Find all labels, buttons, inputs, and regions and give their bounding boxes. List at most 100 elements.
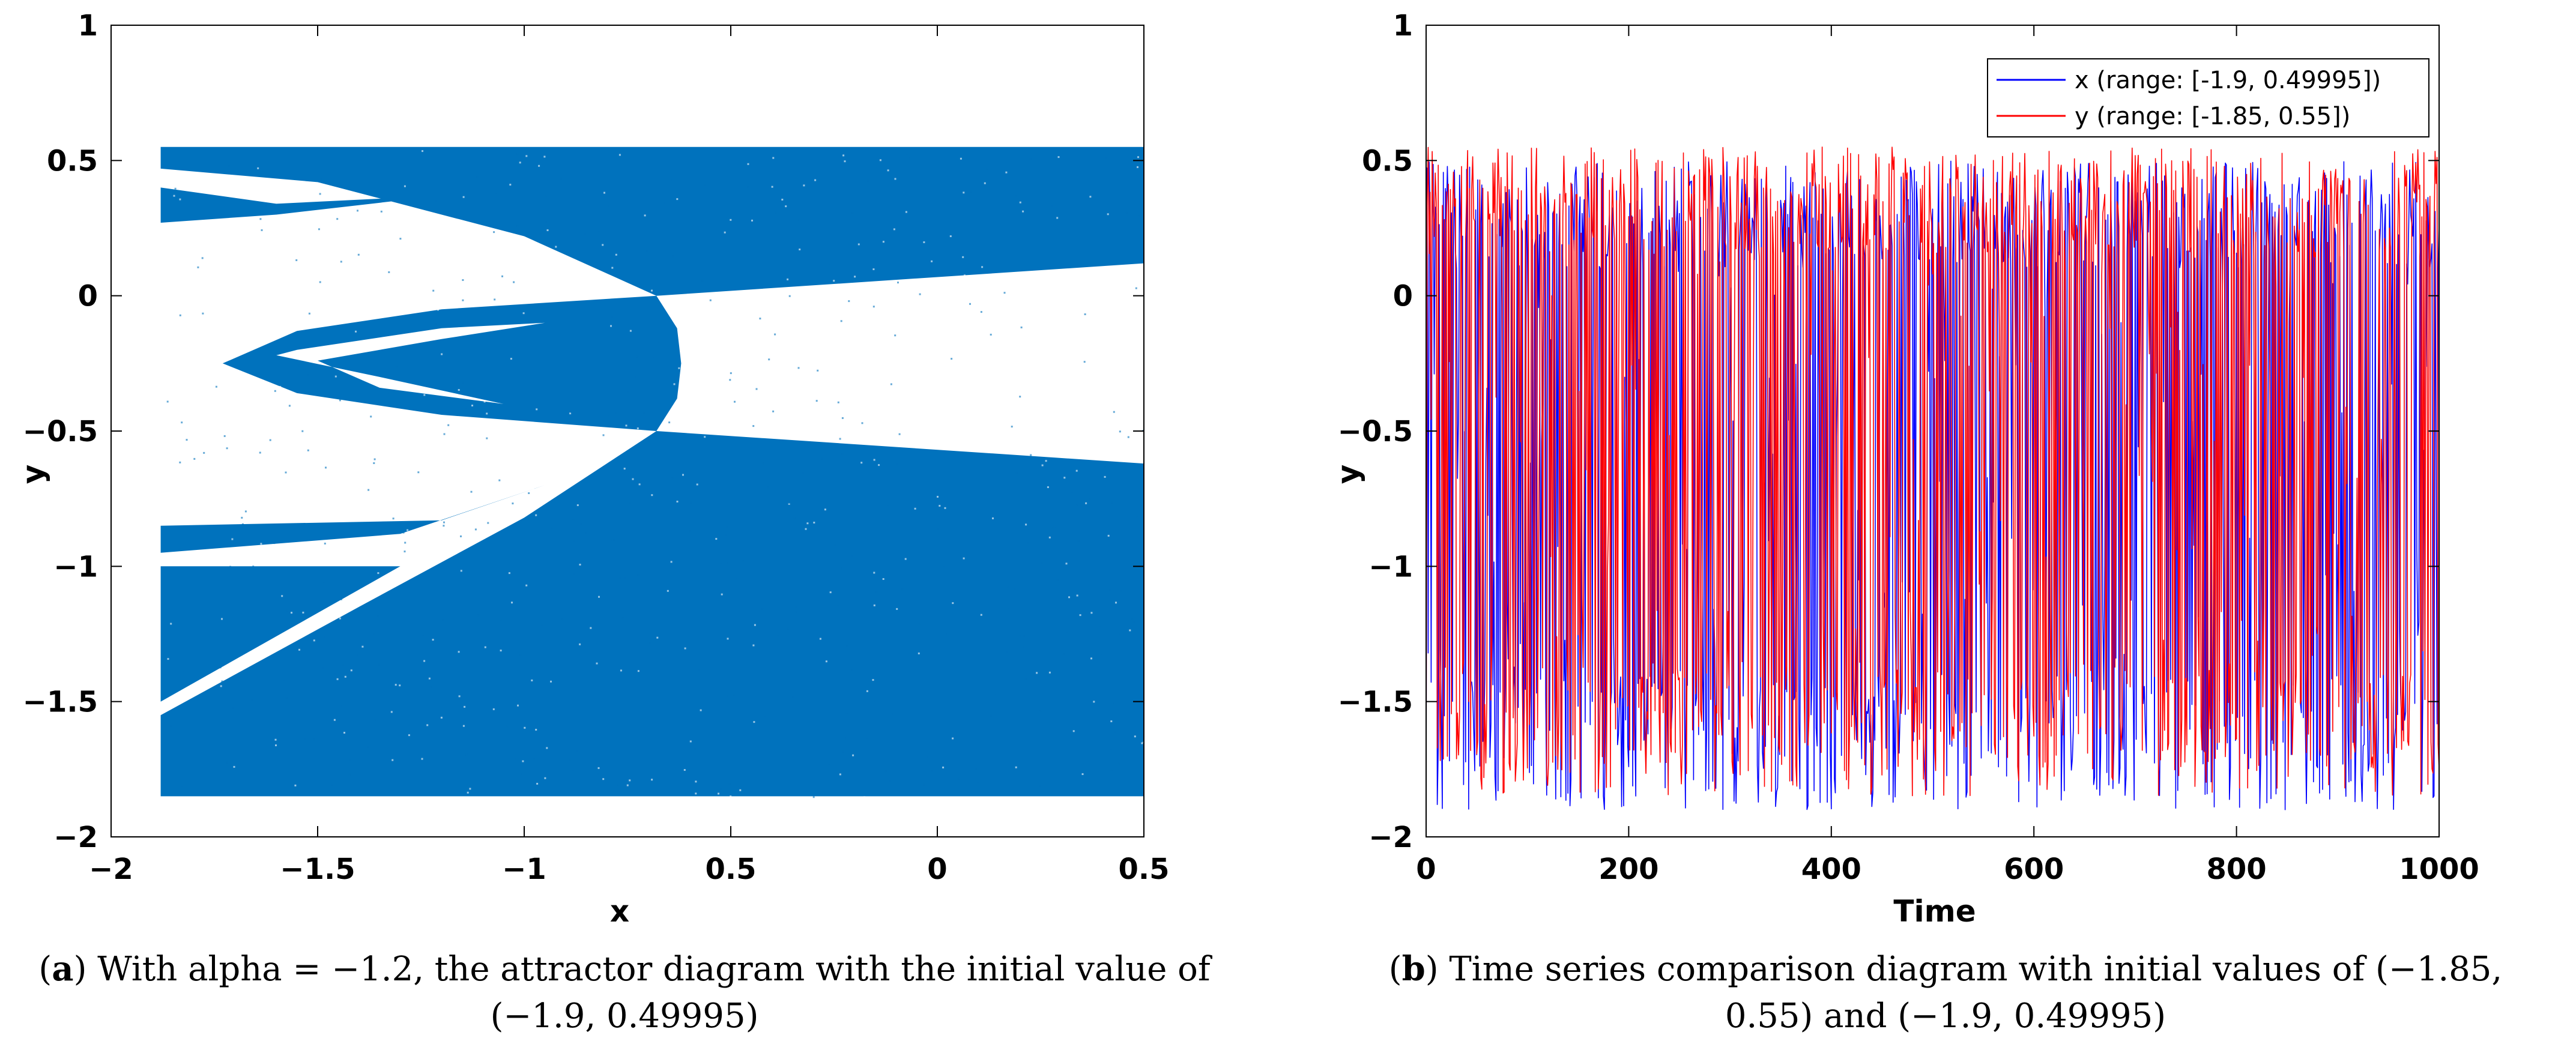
- attractor-speckle: [318, 228, 320, 231]
- attractor-speckle: [519, 654, 522, 656]
- attractor-speckle: [1015, 472, 1018, 474]
- attractor-speckle: [802, 472, 804, 474]
- attractor-speckle: [602, 244, 604, 246]
- attractor-speckle: [914, 507, 916, 510]
- attractor-speckle: [1006, 651, 1008, 653]
- attractor-speckle: [291, 612, 292, 614]
- attractor-speckle: [304, 738, 306, 740]
- attractor-speckle: [607, 205, 609, 207]
- attractor-speckle: [431, 223, 434, 226]
- attractor-speckle: [841, 422, 844, 424]
- attractor-speckle: [423, 394, 426, 396]
- attractor-speckle: [333, 719, 336, 721]
- attractor-speckle: [274, 264, 276, 267]
- b-ytick-label: −1.5: [1338, 686, 1413, 719]
- attractor-speckle: [181, 421, 183, 424]
- attractor-speckle: [726, 562, 728, 564]
- attractor-speckle: [689, 381, 692, 383]
- attractor-speckle: [350, 669, 352, 672]
- attractor-speckle: [833, 280, 835, 282]
- attractor-speckle: [988, 433, 991, 435]
- attractor-speckle: [682, 474, 684, 476]
- attractor-speckle: [198, 352, 200, 355]
- attractor-speckle: [963, 192, 965, 194]
- attractor-speckle: [806, 522, 809, 525]
- attractor-speckle: [602, 434, 605, 436]
- attractor-speckle: [469, 788, 471, 790]
- attractor-speckle: [1090, 612, 1093, 614]
- attractor-speckle: [733, 309, 735, 312]
- attractor-speckle: [246, 271, 249, 273]
- attractor-speckle: [848, 300, 850, 303]
- attractor-speckle: [879, 159, 881, 161]
- attractor-speckle: [726, 526, 728, 528]
- attractor-speckle: [241, 523, 244, 525]
- attractor-speckle: [342, 325, 345, 328]
- attractor-speckle: [668, 421, 671, 424]
- attractor-speckle: [483, 400, 486, 403]
- attractor-speckle: [405, 680, 407, 682]
- attractor-speckle: [1077, 539, 1080, 542]
- attractor-speckle: [201, 257, 204, 259]
- attractor-speckle: [1056, 579, 1059, 581]
- attractor-speckle: [597, 767, 600, 769]
- attractor-speckle: [1084, 313, 1086, 315]
- attractor-speckle: [223, 435, 226, 437]
- attractor-speckle: [257, 167, 259, 169]
- attractor-speckle: [1137, 166, 1138, 168]
- attractor-speckle: [349, 759, 351, 761]
- attractor-speckle: [755, 388, 758, 390]
- attractor-speckle: [767, 486, 769, 489]
- x-axis-label-a: x: [610, 894, 629, 929]
- attractor-speckle: [1032, 395, 1035, 397]
- attractor-speckle: [512, 502, 514, 505]
- attractor-middle-lobe: [222, 295, 682, 431]
- attractor-speckle: [268, 382, 271, 385]
- attractor-speckle: [642, 411, 645, 414]
- caption-a-text: With alpha = −1.2, the attractor diagram…: [86, 950, 1211, 1036]
- attractor-speckle: [1105, 157, 1107, 159]
- attractor-speckle: [1119, 430, 1121, 433]
- attractor-speckle: [817, 369, 819, 372]
- attractor-speckle: [730, 795, 732, 798]
- attractor-speckle: [259, 218, 262, 220]
- attractor-speckle: [440, 716, 443, 719]
- attractor-speckle: [494, 298, 496, 301]
- attractor-speckle: [286, 404, 289, 406]
- attractor-speckle: [283, 679, 285, 681]
- attractor-speckle: [1003, 292, 1006, 294]
- attractor-speckle: [785, 205, 787, 208]
- a-xtick-label: 0.5: [705, 852, 756, 886]
- attractor-speckle: [1039, 710, 1042, 713]
- attractor-speckle: [447, 424, 450, 426]
- attractor-speckle: [603, 192, 605, 194]
- attractor-speckle: [219, 287, 222, 289]
- attractor-speckle: [1029, 158, 1032, 160]
- attractor-speckle: [343, 732, 345, 734]
- attractor-speckle: [348, 773, 351, 776]
- attractor-speckle: [725, 534, 727, 536]
- attractor-speckle: [579, 564, 581, 566]
- attractor-speckle: [1107, 213, 1109, 216]
- attractor-speckle: [528, 492, 530, 494]
- attractor-speckle: [428, 677, 431, 680]
- attractor-speckle: [695, 780, 697, 783]
- attractor-speckle: [918, 370, 920, 372]
- attractor-speckle: [240, 508, 242, 510]
- attractor-speckle: [367, 746, 369, 748]
- attractor-speckle: [670, 179, 673, 181]
- attractor-speckle: [960, 157, 962, 160]
- attractor-speckle: [781, 199, 784, 201]
- attractor-speckle: [1065, 631, 1068, 633]
- attractor-speckle: [931, 770, 933, 773]
- y-axis-label-b: y: [1331, 465, 1365, 484]
- b-xtick-label: 800: [2206, 852, 2266, 886]
- attractor-speckle: [1114, 731, 1116, 734]
- attractor-speckle: [827, 764, 830, 765]
- attractor-speckle: [829, 325, 831, 327]
- attractor-speckle: [207, 436, 210, 438]
- attractor-speckle: [904, 558, 907, 560]
- attractor-speckle: [221, 680, 223, 683]
- attractor-speckle: [905, 211, 907, 213]
- x-axis-label-b: Time: [1893, 894, 1976, 929]
